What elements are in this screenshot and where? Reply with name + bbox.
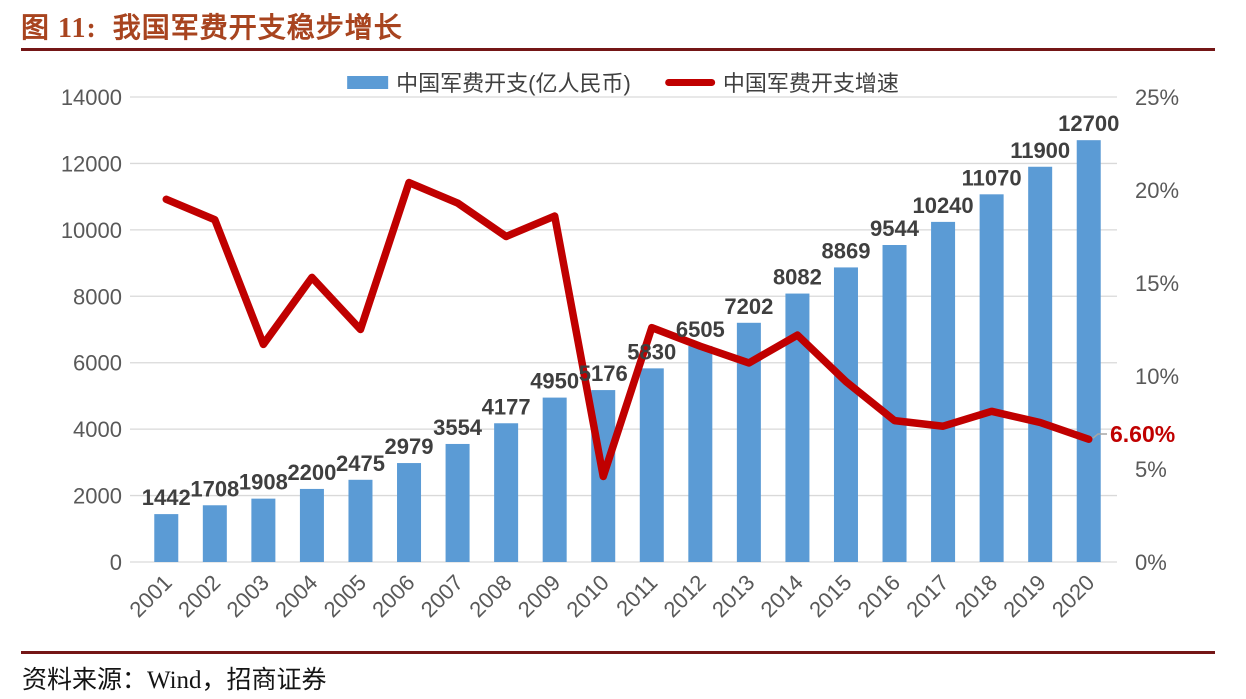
line-end-label: 6.60% xyxy=(1092,421,1175,447)
legend-item-line: 中国军费开支增速 xyxy=(664,66,899,98)
svg-text:1908: 1908 xyxy=(239,470,288,495)
svg-text:2017: 2017 xyxy=(901,570,953,622)
svg-text:10240: 10240 xyxy=(912,193,973,218)
svg-text:2015: 2015 xyxy=(804,570,856,622)
svg-text:14000: 14000 xyxy=(61,85,122,110)
svg-text:8082: 8082 xyxy=(773,265,822,290)
svg-text:5830: 5830 xyxy=(627,339,676,364)
svg-text:2007: 2007 xyxy=(416,570,468,622)
svg-text:7202: 7202 xyxy=(724,294,773,319)
svg-text:6505: 6505 xyxy=(676,317,725,342)
svg-text:5176: 5176 xyxy=(579,361,628,386)
svg-text:2010: 2010 xyxy=(561,570,613,622)
svg-text:0: 0 xyxy=(110,550,122,575)
svg-text:2003: 2003 xyxy=(222,570,274,622)
legend-label-line: 中国军费开支增速 xyxy=(722,71,899,96)
svg-text:2019: 2019 xyxy=(998,570,1050,622)
svg-text:10000: 10000 xyxy=(61,218,122,243)
svg-text:20%: 20% xyxy=(1135,178,1179,203)
svg-text:2002: 2002 xyxy=(173,570,225,622)
source-text: 资料来源：Wind，招商证券 xyxy=(22,667,327,694)
svg-text:2008: 2008 xyxy=(464,570,516,622)
x-axis-labels: 2001200220032004200520062007200820092010… xyxy=(125,570,1100,622)
svg-text:2013: 2013 xyxy=(707,570,759,622)
svg-text:2005: 2005 xyxy=(319,570,371,622)
svg-text:2979: 2979 xyxy=(385,434,434,459)
svg-text:2012: 2012 xyxy=(659,570,711,622)
svg-text:2018: 2018 xyxy=(950,570,1002,622)
svg-text:2009: 2009 xyxy=(513,570,565,622)
bar-swatch-icon xyxy=(347,75,389,89)
svg-text:2475: 2475 xyxy=(336,451,385,476)
svg-text:5%: 5% xyxy=(1135,457,1167,482)
svg-text:2016: 2016 xyxy=(853,570,905,622)
svg-text:4950: 4950 xyxy=(530,369,579,394)
growth-line xyxy=(162,178,1093,481)
source-rule xyxy=(21,651,1215,654)
svg-text:4177: 4177 xyxy=(482,394,531,419)
svg-text:2014: 2014 xyxy=(756,570,808,622)
svg-text:2200: 2200 xyxy=(287,460,336,485)
title-rule xyxy=(21,48,1215,51)
svg-text:6000: 6000 xyxy=(73,351,122,376)
svg-text:2006: 2006 xyxy=(367,570,419,622)
svg-text:1442: 1442 xyxy=(142,485,191,510)
line-swatch-icon xyxy=(664,78,715,86)
svg-text:1708: 1708 xyxy=(190,476,239,501)
svg-text:2011: 2011 xyxy=(611,570,662,621)
svg-text:12700: 12700 xyxy=(1058,111,1119,136)
svg-text:3554: 3554 xyxy=(433,415,483,440)
svg-text:10%: 10% xyxy=(1135,364,1179,389)
svg-text:11900: 11900 xyxy=(1010,138,1070,163)
svg-text:11070: 11070 xyxy=(962,165,1022,190)
svg-text:4000: 4000 xyxy=(73,417,122,442)
svg-text:9544: 9544 xyxy=(870,216,920,241)
svg-text:25%: 25% xyxy=(1135,85,1179,110)
y-axis-left-labels: 0 2000 4000 6000 8000 10000 12000 14000 xyxy=(61,85,122,575)
svg-text:2001: 2001 xyxy=(125,570,177,622)
legend-item-bar: 中国军费开支(亿人民币) xyxy=(347,66,631,98)
legend-label-bar: 中国军费开支(亿人民币) xyxy=(396,71,631,96)
svg-text:8869: 8869 xyxy=(821,238,870,263)
svg-text:6.60%: 6.60% xyxy=(1110,421,1175,447)
bar-series xyxy=(154,140,1101,562)
svg-text:0%: 0% xyxy=(1135,550,1167,575)
svg-text:12000: 12000 xyxy=(61,151,122,176)
svg-text:15%: 15% xyxy=(1135,271,1179,296)
svg-text:8000: 8000 xyxy=(73,284,122,309)
y-axis-right-labels: 0% 5% 10% 15% 20% 25% xyxy=(1135,85,1179,575)
figure-title: 图 11: 我国军费开支稳步增长 xyxy=(21,13,403,44)
svg-text:2004: 2004 xyxy=(270,570,322,622)
svg-text:2000: 2000 xyxy=(73,484,122,509)
svg-text:2020: 2020 xyxy=(1047,570,1099,622)
chart-legend: 中国军费开支(亿人民币) 中国军费开支增速 xyxy=(347,66,899,98)
